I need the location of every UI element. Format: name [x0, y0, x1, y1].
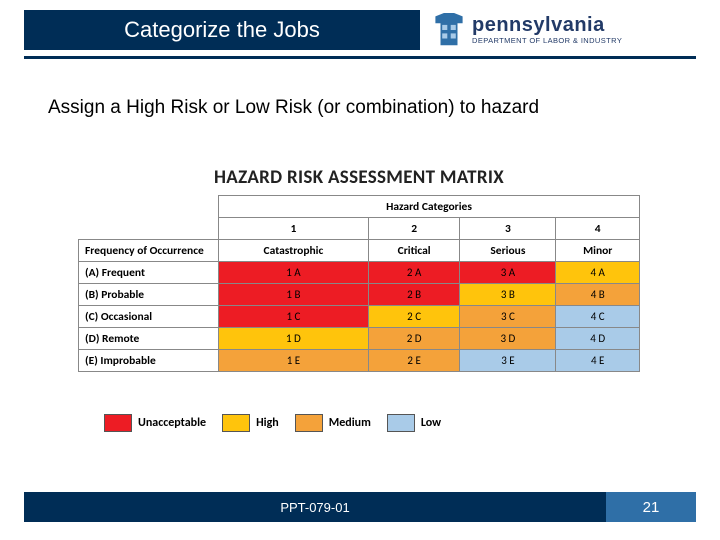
brand-text: pennsylvania DEPARTMENT OF LABOR & INDUS…	[472, 15, 622, 45]
legend-swatch-3	[387, 414, 415, 432]
cell-3-2: 3 D	[460, 328, 556, 350]
cell-0-3: 4 A	[556, 262, 640, 284]
legend-label-1: High	[256, 416, 279, 430]
slide-subtitle: Assign a High Risk or Low Risk (or combi…	[48, 96, 672, 121]
cell-3-1: 2 D	[368, 328, 460, 350]
hazard-categories-header: Hazard Categories	[219, 196, 640, 218]
legend-item-0: Unacceptable	[104, 414, 206, 432]
cell-4-2: 3 E	[460, 350, 556, 372]
cell-2-3: 4 C	[556, 306, 640, 328]
row-label-3: (D) Remote	[79, 328, 219, 350]
col-num-3: 3	[460, 218, 556, 240]
header-divider	[24, 56, 696, 59]
cell-3-3: 4 D	[556, 328, 640, 350]
matrix-container: HAZARD RISK ASSESSMENT MATRIX Hazard Cat…	[78, 166, 640, 372]
footer: PPT-079-01 21	[24, 492, 696, 522]
legend-swatch-2	[295, 414, 323, 432]
row-label-0: (A) Frequent	[79, 262, 219, 284]
slide-title: Categorize the Jobs	[124, 17, 320, 43]
cell-4-3: 4 E	[556, 350, 640, 372]
keystone-icon	[432, 11, 466, 49]
brand-dept: DEPARTMENT OF LABOR & INDUSTRY	[472, 37, 622, 45]
footer-code: PPT-079-01	[24, 492, 606, 522]
legend-label-2: Medium	[329, 416, 371, 430]
row-label-4: (E) Improbable	[79, 350, 219, 372]
legend-label-3: Low	[421, 416, 441, 430]
footer-page-number: 21	[606, 492, 696, 522]
legend-swatch-0	[104, 414, 132, 432]
row-label-1: (B) Probable	[79, 284, 219, 306]
cell-1-2: 3 B	[460, 284, 556, 306]
cell-0-1: 2 A	[368, 262, 460, 284]
cell-1-3: 4 B	[556, 284, 640, 306]
row-label-2: (C) Occasional	[79, 306, 219, 328]
cell-1-0: 1 B	[219, 284, 369, 306]
col-num-2: 2	[368, 218, 460, 240]
cell-4-0: 1 E	[219, 350, 369, 372]
legend: Unacceptable High Medium Low	[104, 414, 624, 432]
col-num-1: 1	[219, 218, 369, 240]
legend-label-0: Unacceptable	[138, 416, 206, 430]
cell-0-2: 3 A	[460, 262, 556, 284]
matrix-title: HAZARD RISK ASSESSMENT MATRIX	[78, 166, 640, 189]
cell-4-1: 2 E	[368, 350, 460, 372]
col-name-3: Serious	[460, 240, 556, 262]
col-num-4: 4	[556, 218, 640, 240]
brand-logo-area: pennsylvania DEPARTMENT OF LABOR & INDUS…	[432, 8, 696, 52]
title-bar: Categorize the Jobs	[24, 10, 420, 50]
col-name-2: Critical	[368, 240, 460, 262]
cell-0-0: 1 A	[219, 262, 369, 284]
legend-item-2: Medium	[295, 414, 371, 432]
legend-swatch-1	[222, 414, 250, 432]
cell-2-2: 3 C	[460, 306, 556, 328]
legend-item-1: High	[222, 414, 279, 432]
header: Categorize the Jobs pennsylvania DEPARTM…	[0, 0, 720, 62]
cell-2-0: 1 C	[219, 306, 369, 328]
frequency-header: Frequency of Occurrence	[79, 240, 219, 262]
hazard-matrix-table: Hazard Categories 1234 Frequency of Occu…	[78, 195, 640, 372]
brand-name: pennsylvania	[472, 15, 622, 35]
col-name-4: Minor	[556, 240, 640, 262]
cell-1-1: 2 B	[368, 284, 460, 306]
col-name-1: Catastrophic	[219, 240, 369, 262]
legend-item-3: Low	[387, 414, 441, 432]
cell-2-1: 2 C	[368, 306, 460, 328]
cell-3-0: 1 D	[219, 328, 369, 350]
